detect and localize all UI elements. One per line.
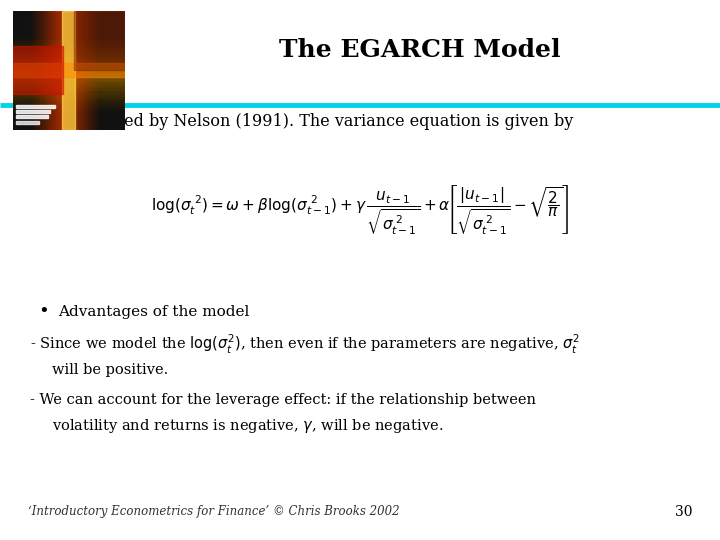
Bar xyxy=(40,11,90,130)
Bar xyxy=(60,11,70,130)
Bar xyxy=(17,120,39,124)
Bar xyxy=(13,51,125,98)
Bar xyxy=(55,11,75,130)
Bar xyxy=(13,49,125,99)
Text: 30: 30 xyxy=(675,505,692,519)
Bar xyxy=(50,11,80,130)
Text: Suggested by Nelson (1991). The variance equation is given by: Suggested by Nelson (1991). The variance… xyxy=(58,113,573,131)
Text: $\log(\sigma_t^{\ 2}) = \omega + \beta\log(\sigma_{t-1}^{\ 2}) + \gamma\,\dfrac{: $\log(\sigma_t^{\ 2}) = \omega + \beta\l… xyxy=(151,183,569,237)
Bar xyxy=(13,58,125,90)
Bar xyxy=(51,11,78,130)
Bar xyxy=(13,55,125,94)
Text: volatility and returns is negative, $\gamma$, will be negative.: volatility and returns is negative, $\ga… xyxy=(52,417,444,435)
Bar xyxy=(17,105,55,108)
Text: Advantages of the model: Advantages of the model xyxy=(58,305,249,319)
Bar xyxy=(43,11,86,130)
Bar xyxy=(13,48,125,101)
Bar xyxy=(13,46,63,94)
Bar xyxy=(62,11,76,130)
Bar xyxy=(17,110,50,113)
Text: ‘Introductory Econometrics for Finance’ © Chris Brooks 2002: ‘Introductory Econometrics for Finance’ … xyxy=(28,505,400,518)
Text: - Since we model the $\log(\sigma_t^2)$, then even if the parameters are negativ: - Since we model the $\log(\sigma_t^2)$,… xyxy=(30,333,580,356)
Bar xyxy=(56,11,73,130)
Bar xyxy=(13,67,125,82)
Bar xyxy=(13,64,125,85)
Bar xyxy=(63,11,66,130)
Text: The EGARCH Model: The EGARCH Model xyxy=(279,38,561,62)
Bar xyxy=(46,11,84,130)
Bar xyxy=(48,11,81,130)
Bar xyxy=(13,63,125,77)
Bar xyxy=(53,11,76,130)
Text: - We can account for the leverage effect: if the relationship between: - We can account for the leverage effect… xyxy=(30,393,536,407)
Bar xyxy=(17,115,48,118)
Bar xyxy=(74,11,125,70)
Bar xyxy=(13,46,125,103)
Bar xyxy=(13,72,125,76)
Bar xyxy=(38,11,91,130)
Bar xyxy=(33,11,96,130)
Text: will be positive.: will be positive. xyxy=(52,363,168,377)
Bar xyxy=(13,71,125,78)
Bar xyxy=(58,11,71,130)
Bar xyxy=(13,60,125,89)
Bar xyxy=(13,62,125,87)
Bar xyxy=(13,44,125,105)
Bar xyxy=(13,65,125,83)
Bar xyxy=(42,11,89,130)
Bar xyxy=(37,11,94,130)
Text: •: • xyxy=(38,303,49,321)
Bar xyxy=(61,11,68,130)
Bar xyxy=(13,39,125,110)
Bar xyxy=(13,69,125,80)
Bar xyxy=(35,11,95,130)
Text: •: • xyxy=(38,113,49,131)
Bar xyxy=(13,57,125,92)
Bar xyxy=(13,42,125,106)
Bar xyxy=(32,11,99,130)
Bar xyxy=(13,53,125,96)
Bar xyxy=(45,11,85,130)
Bar xyxy=(13,40,125,108)
